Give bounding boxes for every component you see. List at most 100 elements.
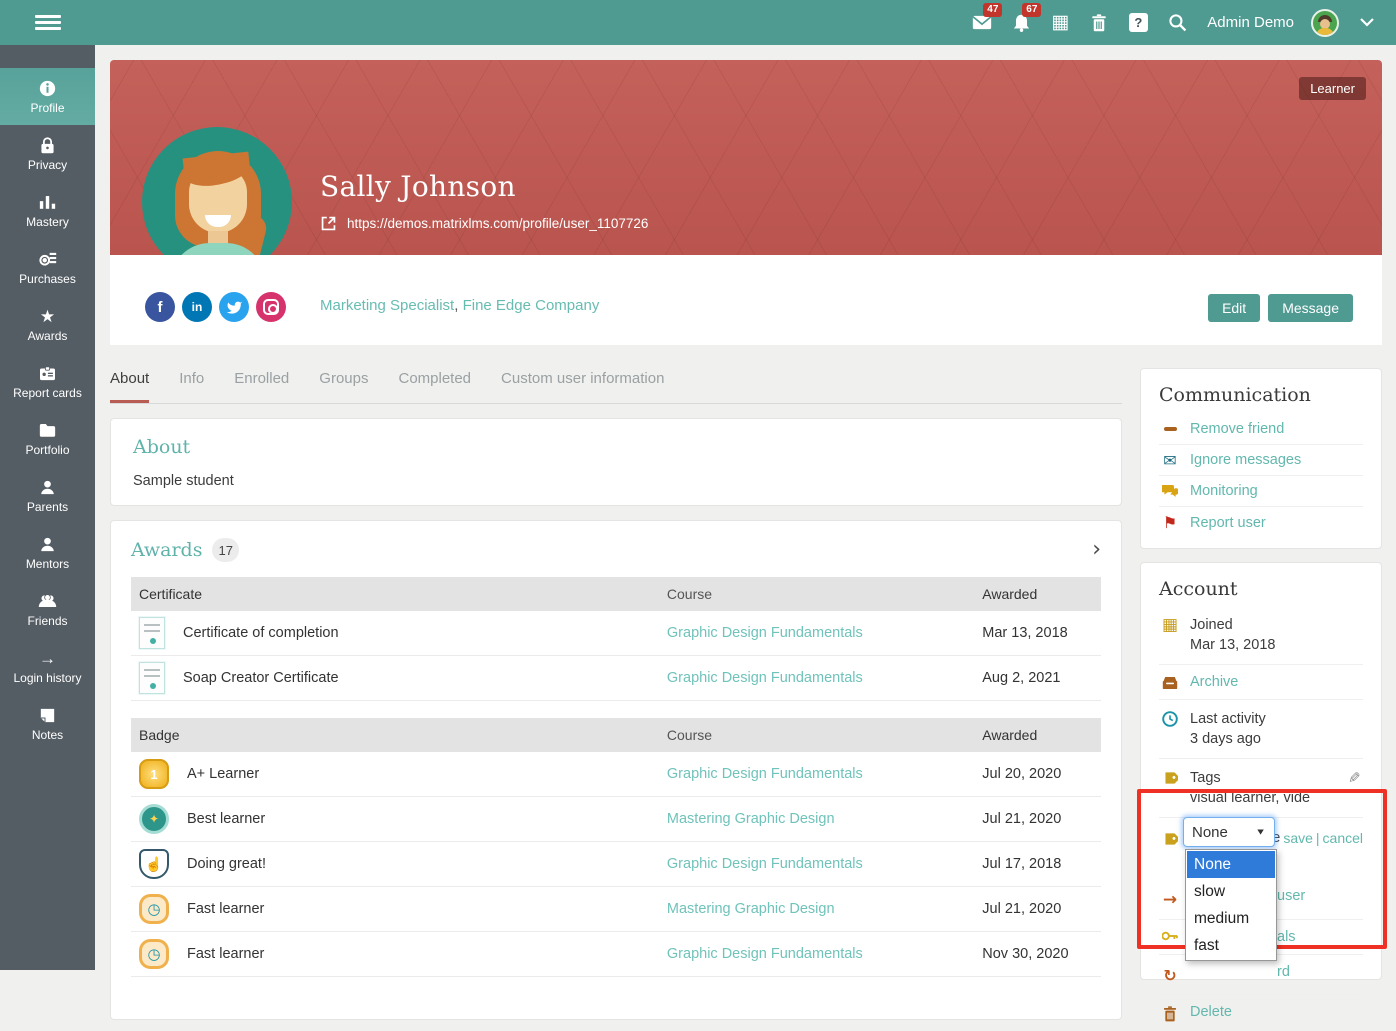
about-title: About [133,436,191,458]
tab-about[interactable]: About [110,370,150,403]
calendar-grid-icon: ▦ [1051,12,1070,33]
badge-icon: ◷ [139,939,169,969]
badges-table: Badge Course Awarded 1 A+ Learner Graphic… [131,718,1101,977]
refresh-icon: ↻ [1163,966,1177,985]
sidebar-item-privacy[interactable]: Privacy [0,125,95,182]
twitter-icon[interactable] [219,292,249,322]
cancel-link[interactable]: cancel [1322,830,1363,846]
tab-custom-user-information[interactable]: Custom user information [501,370,665,387]
table-row: Certificate of completion Graphic Design… [131,611,1101,656]
arrow-right-icon: → [1162,890,1178,910]
linkedin-icon[interactable]: in [182,292,212,322]
sidebar-item-friends[interactable]: Friends [0,581,95,638]
learning-style-select[interactable]: None ▼ [1183,817,1275,847]
option-medium[interactable]: medium [1194,910,1250,927]
ignore-messages-link[interactable]: Ignore messages [1190,452,1302,468]
badge-icon: ◷ [139,894,169,924]
table-row: ☝ Doing great! Graphic Design Fundamental… [131,842,1101,887]
sidebar-item-purchases[interactable]: Purchases [0,239,95,296]
current-user-avatar[interactable] [1311,8,1339,37]
option-none[interactable]: None [1187,851,1275,878]
people-icon [38,591,57,611]
tab-info[interactable]: Info [179,370,205,387]
archive-link[interactable]: Archive [1190,674,1239,690]
save-link[interactable]: save [1283,830,1313,846]
person-icon [40,477,55,497]
edit-button[interactable]: Edit [1208,294,1261,322]
communication-title: Communication [1159,384,1311,406]
chevron-down-icon [1360,18,1374,27]
occluded-link-text[interactable]: als [1277,929,1296,945]
occluded-link-text[interactable]: user [1277,888,1306,904]
coins-icon [38,249,57,269]
sidebar-item-portfolio[interactable]: Portfolio [0,410,95,467]
delete-link[interactable]: Delete [1190,1004,1232,1020]
ignore-messages-row: ✉ Ignore messages [1159,445,1363,476]
account-card: Account ▦ Joined Mar 13, 2018 Archive [1137,562,1387,1022]
edit-tags-pencil-icon[interactable]: ✎ [1348,769,1361,787]
table-row: ✦ Best learner Mastering Graphic Design J… [131,797,1101,842]
awards-title: Awards [131,539,203,561]
option-slow[interactable]: slow [1194,883,1226,900]
tags-value: visual learner, vide [1190,790,1311,806]
sidebar-item-mastery[interactable]: Mastery [0,182,95,239]
tab-groups[interactable]: Groups [319,370,369,387]
profile-url-link[interactable]: https://demos.matrixlms.com/profile/user… [347,216,649,231]
messages-button[interactable]: 47 [971,2,1003,34]
trash-button[interactable] [1088,12,1110,34]
message-button[interactable]: Message [1268,294,1353,322]
course-link[interactable]: Mastering Graphic Design [666,901,835,917]
course-link[interactable]: Graphic Design Fundamentals [666,856,863,872]
tag-icon [1159,768,1181,808]
facebook-icon[interactable]: f [145,292,175,322]
course-link[interactable]: Graphic Design Fundamentals [666,766,863,782]
course-link[interactable]: Graphic Design Fundamentals [666,625,863,641]
tab-completed[interactable]: Completed [398,370,472,387]
calendar-button[interactable]: ▦ [1049,12,1071,34]
id-card-icon [39,363,56,383]
user-menu-button[interactable] [1356,12,1378,34]
badge-icon: 1 [139,759,169,789]
awards-expand-chevron-icon[interactable]: › [1092,537,1101,562]
flag-icon: ⚑ [1162,513,1178,532]
occluded-link-text[interactable]: rd [1277,964,1290,980]
course-link[interactable]: Mastering Graphic Design [666,811,835,827]
joined-label: Joined [1190,617,1233,633]
awarded-column-header: Awarded [982,727,1038,743]
profile-tabs: About Info Enrolled Groups Completed Cus… [110,358,1122,404]
sidebar-item-parents[interactable]: Parents [0,467,95,524]
note-icon [40,705,55,725]
star-icon: ★ [39,306,56,326]
monitoring-link[interactable]: Monitoring [1190,483,1258,499]
instagram-icon[interactable] [256,292,286,322]
remove-friend-link[interactable]: Remove friend [1190,421,1285,437]
sidebar-item-notes[interactable]: Notes [0,695,95,752]
notifications-button[interactable]: 67 [1010,2,1042,34]
top-bar: 47 67 ▦ ? [0,0,1396,45]
sidebar-item-profile[interactable]: Profile [0,68,95,125]
report-user-link[interactable]: Report user [1190,514,1266,531]
course-link[interactable]: Graphic Design Fundamentals [666,946,863,962]
bell-icon [1013,14,1029,32]
sidebar-item-awards[interactable]: ★ Awards [27,306,68,344]
sidebar-item-mentors[interactable]: Mentors [0,524,95,581]
tag-icon [1159,829,1181,847]
last-activity-row: Last activity 3 days ago [1159,700,1363,759]
profile-name: Sally Johnson [320,170,516,203]
current-user-name[interactable]: Admin Demo [1207,14,1294,31]
messages-count-badge: 47 [983,2,1003,17]
help-button[interactable]: ? [1127,12,1149,34]
course-link[interactable]: Graphic Design Fundamentals [666,670,863,686]
search-button[interactable] [1166,12,1188,34]
sidebar-item-report-cards[interactable]: Report cards [0,353,95,410]
company-link[interactable]: Fine Edge Company [462,297,600,314]
menu-button[interactable] [0,12,95,33]
awarded-column-header: Awarded [982,586,1038,602]
job-title-row: Marketing Specialist, Fine Edge Company [320,297,600,314]
tab-enrolled[interactable]: Enrolled [234,370,290,387]
job-title-link[interactable]: Marketing Specialist [320,297,455,314]
sidebar-item-login-history[interactable]: → Login history [13,648,82,686]
table-row: ◷ Fast learner Mastering Graphic Design J… [131,887,1101,932]
table-row: Soap Creator Certificate Graphic Design … [131,656,1101,701]
option-fast[interactable]: fast [1194,937,1219,954]
